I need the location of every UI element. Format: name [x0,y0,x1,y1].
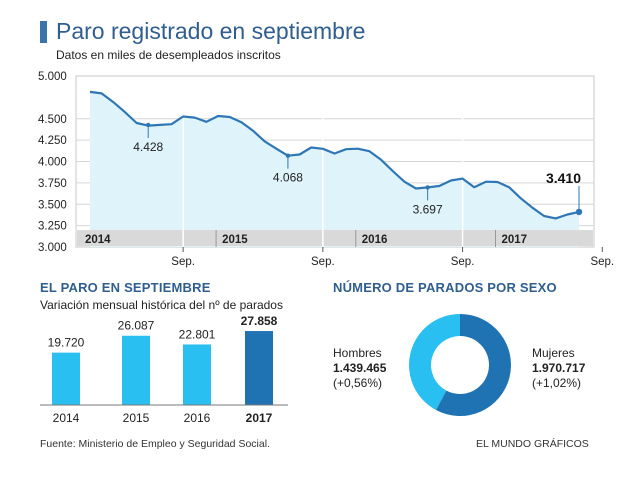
slice-name-hombres: Hombres [333,346,382,360]
year-band [77,230,593,246]
bar [122,335,150,405]
bar [245,331,273,405]
year-label: 2015 [222,234,248,246]
year-label: 2014 [85,234,111,246]
page-title: Paro registrado en septiembre [56,18,366,44]
bar-chart-subtitle: Variación mensual histórica del nº de pa… [40,298,283,312]
source-note: Fuente: Ministerio de Empleo y Seguridad… [40,438,270,450]
x-tick-label: Sep. [171,256,195,268]
credit-note: EL MUNDO GRÁFICOS [476,438,589,450]
series-area [90,91,579,248]
donut-chart-title: NÚMERO DE PARADOS POR SEXO [333,280,557,295]
x-tick-label: Sep. [590,256,614,268]
bar-chart-title: EL PARO EN SEPTIEMBRE [40,280,211,295]
annotation-label: 4.068 [273,171,303,185]
bar [52,352,80,405]
slice-value-mujeres: 1.970.717 [532,361,586,375]
annotation-label: 4.428 [133,140,163,154]
x-tick-label: Sep. [451,256,475,268]
slice-value-hombres: 1.439.465 [333,361,387,375]
page-subtitle: Datos en miles de desempleados inscritos [56,48,281,62]
annotation-label: 3.697 [413,202,443,216]
line-chart: 3.000 3.250 3.500 3.750 4.000 4.250 4.500 5.000… [38,71,614,268]
bar-value-label: 19.720 [48,336,85,350]
bar-category-label: 2015 [123,411,150,425]
y-tick-label: 5.000 [38,71,67,83]
bar-value-label: 26.087 [118,319,155,333]
bar-value-label: 22.801 [179,327,216,341]
year-label: 2016 [362,234,388,246]
year-label: 2017 [502,234,528,246]
slice-change-mujeres: (+1,02%) [532,376,582,390]
donut-label-mujeres: Mujeres 1.970.717 (+1,02%) [532,346,585,391]
bar-value-label: 27.858 [241,314,278,328]
annotation-point [146,122,151,128]
bar-category-label: 2017 [246,411,273,425]
slice-change-hombres: (+0,56%) [333,376,383,390]
donut-label-hombres: Hombres 1.439.465 (+0,56%) [333,346,386,391]
y-tick-label: 3.500 [38,199,67,211]
annotation-point [575,208,583,216]
y-tick-label: 4.250 [38,135,67,147]
slice-name-mujeres: Mujeres [532,346,575,360]
donut-chart [409,314,511,416]
y-tick-label: 3.000 [38,242,67,254]
x-tick-label: Sep. [311,256,335,268]
bar-category-label: 2014 [53,411,80,425]
title-accent-bar [40,21,47,43]
y-tick-label: 4.500 [38,114,67,126]
bar-chart: 19.720 2014 26.087 2015 22.801 2016 27.858 2017 [40,314,288,425]
annotation-point [285,153,291,158]
y-tick-label: 3.750 [38,178,67,190]
bar-category-label: 2016 [184,411,211,425]
donut-slice-hombres [409,314,460,411]
bar [183,344,211,405]
annotation-label: 3.410 [546,170,581,186]
series-line [89,90,580,220]
y-tick-label: 3.250 [38,221,67,233]
donut-slice-mujeres [436,314,511,416]
y-tick-label: 4.000 [38,157,67,169]
annotation-point [425,185,430,190]
